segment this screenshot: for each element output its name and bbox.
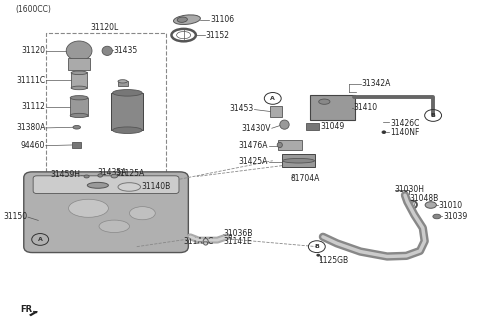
Ellipse shape xyxy=(99,220,130,233)
Text: 31140B: 31140B xyxy=(142,182,171,192)
Ellipse shape xyxy=(87,182,108,188)
Text: 31036B: 31036B xyxy=(223,229,252,238)
Ellipse shape xyxy=(277,142,282,148)
Text: 31476A: 31476A xyxy=(239,141,268,150)
Bar xyxy=(310,95,355,120)
Text: FR.: FR. xyxy=(21,305,36,314)
Text: 31150: 31150 xyxy=(3,212,27,221)
Ellipse shape xyxy=(102,46,112,55)
Ellipse shape xyxy=(73,125,81,129)
Ellipse shape xyxy=(130,207,156,220)
Ellipse shape xyxy=(113,127,142,133)
Bar xyxy=(70,97,88,115)
Text: 31030H: 31030H xyxy=(395,185,425,194)
Bar xyxy=(72,142,82,148)
Ellipse shape xyxy=(98,174,103,177)
Ellipse shape xyxy=(280,120,289,129)
Ellipse shape xyxy=(66,41,92,61)
Ellipse shape xyxy=(382,131,386,133)
Bar xyxy=(270,106,282,117)
Ellipse shape xyxy=(177,31,191,39)
Text: 31106: 31106 xyxy=(210,15,235,24)
Text: 31039: 31039 xyxy=(444,212,468,221)
Ellipse shape xyxy=(433,214,441,219)
Text: (1600CC): (1600CC) xyxy=(16,5,52,14)
Ellipse shape xyxy=(70,113,88,117)
Ellipse shape xyxy=(113,90,142,96)
Bar xyxy=(68,58,90,70)
Text: 31010: 31010 xyxy=(439,200,463,210)
Text: 31453: 31453 xyxy=(230,104,254,113)
Ellipse shape xyxy=(118,80,127,83)
Text: 31120: 31120 xyxy=(21,46,45,55)
Text: 31435: 31435 xyxy=(113,46,138,55)
Text: 31380A: 31380A xyxy=(16,123,45,133)
Text: 94460: 94460 xyxy=(21,141,45,150)
FancyBboxPatch shape xyxy=(24,172,188,253)
Text: 31342A: 31342A xyxy=(362,79,391,88)
Text: 31425A: 31425A xyxy=(239,157,268,166)
Ellipse shape xyxy=(69,199,108,217)
Text: 81704A: 81704A xyxy=(290,174,320,183)
Text: 31430V: 31430V xyxy=(242,124,271,133)
Text: 1125GB: 1125GB xyxy=(318,256,348,265)
Ellipse shape xyxy=(70,96,88,100)
Ellipse shape xyxy=(84,175,89,178)
Ellipse shape xyxy=(173,15,200,25)
Text: 31048B: 31048B xyxy=(409,194,439,203)
Ellipse shape xyxy=(111,174,118,178)
Bar xyxy=(118,81,128,86)
Bar xyxy=(306,123,319,130)
Bar xyxy=(71,72,87,88)
Text: 31435A: 31435A xyxy=(98,168,127,177)
Ellipse shape xyxy=(425,202,436,208)
Bar xyxy=(282,154,315,167)
Text: 31410: 31410 xyxy=(353,103,378,112)
FancyArrow shape xyxy=(29,311,37,316)
Ellipse shape xyxy=(177,17,187,22)
Ellipse shape xyxy=(317,254,320,256)
Text: A: A xyxy=(38,237,43,242)
Text: 31459H: 31459H xyxy=(50,170,81,179)
Ellipse shape xyxy=(71,71,87,75)
Text: 1140NF: 1140NF xyxy=(390,128,420,137)
Ellipse shape xyxy=(319,99,330,104)
Bar xyxy=(111,92,144,130)
Text: 31152: 31152 xyxy=(206,31,230,40)
Ellipse shape xyxy=(71,86,87,90)
Text: A: A xyxy=(270,96,275,101)
Text: B: B xyxy=(431,113,435,118)
Text: B: B xyxy=(314,244,319,249)
FancyBboxPatch shape xyxy=(33,176,179,194)
Text: 31125A: 31125A xyxy=(115,169,144,178)
Text: 31426C: 31426C xyxy=(390,118,420,128)
Text: 31049: 31049 xyxy=(320,122,344,131)
Text: 31141E: 31141E xyxy=(223,237,252,246)
Bar xyxy=(278,140,302,150)
Ellipse shape xyxy=(118,183,141,191)
Ellipse shape xyxy=(283,158,314,163)
Text: 311AAC: 311AAC xyxy=(184,237,214,246)
Text: 31111C: 31111C xyxy=(16,76,45,85)
Text: 31120L: 31120L xyxy=(91,23,119,32)
Text: 31112: 31112 xyxy=(22,102,45,111)
